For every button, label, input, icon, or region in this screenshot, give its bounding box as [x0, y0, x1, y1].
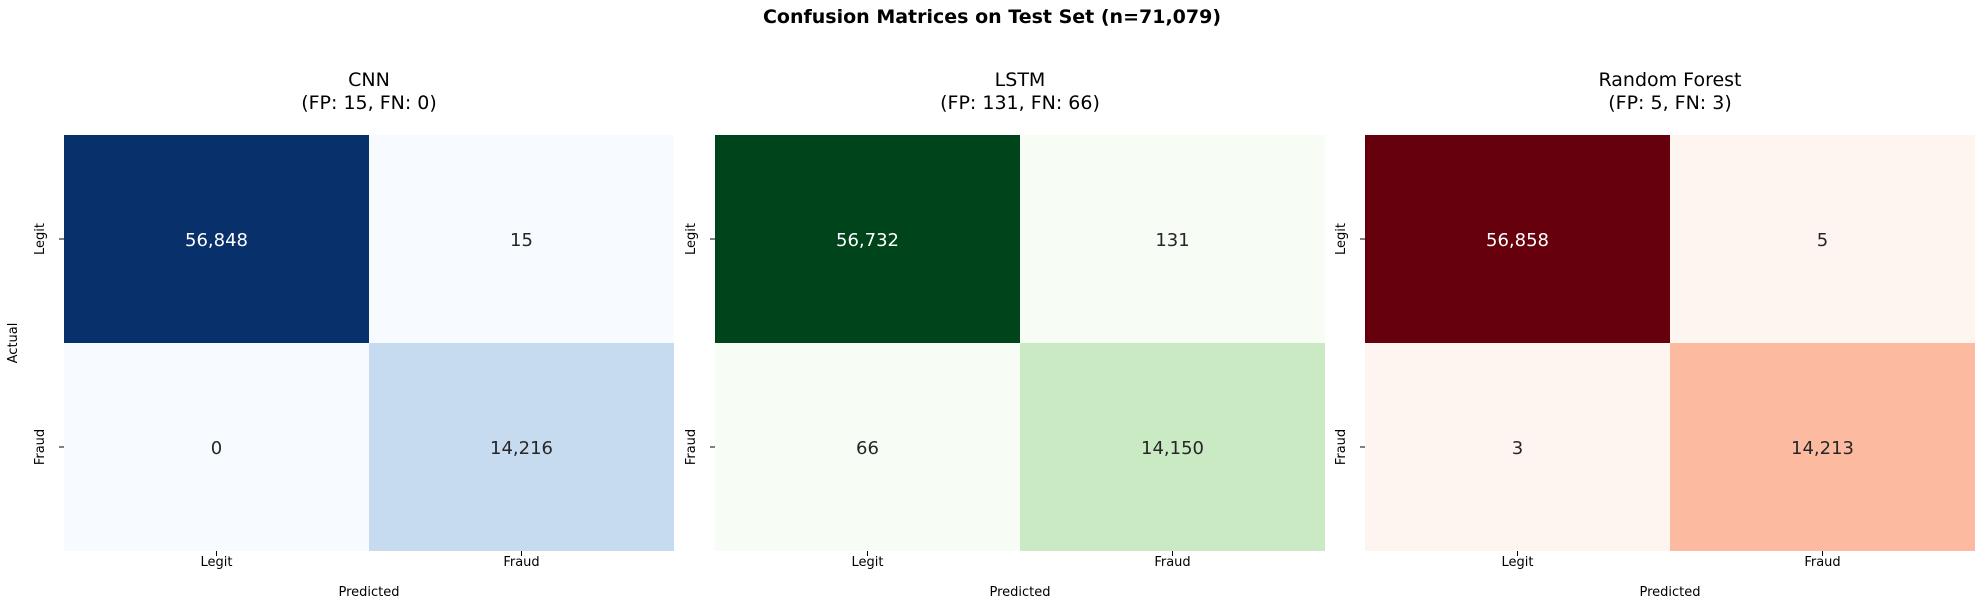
- x-tick-label: Fraud: [1154, 555, 1190, 570]
- y-tick-label: Legit: [684, 223, 699, 255]
- heatmap-cell-r1-c0: [1365, 343, 1670, 551]
- heatmap-cell-r1-c0: [715, 343, 1020, 551]
- heatmap-panel-1: CNN(FP: 15, FN: 0) 56,848 15 0 14,216 Legit Fr…: [6, 69, 674, 600]
- heatmap-cell-r1-c1: [1670, 343, 1975, 551]
- x-axis-label: Predicted: [989, 585, 1050, 600]
- x-axis-label: Predicted: [338, 585, 399, 600]
- cell-value-label: 14,213: [1791, 438, 1854, 459]
- panel-title-line-2: (FP: 15, FN: 0): [301, 92, 437, 114]
- x-tick-label: Legit: [1502, 555, 1534, 570]
- x-tick-label: Fraud: [1804, 555, 1840, 570]
- heatmap-cell-r0-c1: [1020, 135, 1325, 343]
- cell-value-label: 14,150: [1141, 438, 1204, 459]
- panel-title-line-1: Random Forest: [1598, 69, 1741, 91]
- heatmap-panel-3: Random Forest(FP: 5, FN: 3) 56,858 5 3 14,21…: [1334, 69, 1975, 600]
- y-axis-label: Actual: [6, 323, 21, 364]
- figure-suptitle: Confusion Matrices on Test Set (n=71,079…: [762, 6, 1222, 28]
- y-tick-label: Fraud: [33, 429, 48, 465]
- panel-title-line-2: (FP: 131, FN: 66): [940, 92, 1100, 114]
- heatmap-cell-r1-c0: [64, 343, 369, 551]
- cell-value-label: 5: [1817, 230, 1828, 251]
- x-tick-label: Legit: [852, 555, 884, 570]
- cell-value-label: 56,732: [836, 230, 899, 251]
- heatmap-panel-2: LSTM(FP: 131, FN: 66) 56,732 131 66 14,150 Le…: [684, 69, 1325, 600]
- y-tick-label: Fraud: [684, 429, 699, 465]
- heatmap-cell-r1-c1: [369, 343, 674, 551]
- heatmap-cell-r1-c1: [1020, 343, 1325, 551]
- x-tick-label: Legit: [201, 555, 233, 570]
- cell-value-label: 0: [211, 438, 222, 459]
- cell-value-label: 66: [856, 438, 879, 459]
- cell-value-label: 131: [1155, 230, 1189, 251]
- heatmap-cell-r0-c0: [715, 135, 1020, 343]
- panel-title-line-1: LSTM: [995, 69, 1046, 91]
- panel-title-line-2: (FP: 5, FN: 3): [1608, 92, 1732, 114]
- x-tick-label: Fraud: [503, 555, 539, 570]
- cell-value-label: 56,858: [1486, 230, 1549, 251]
- cell-value-label: 3: [1512, 438, 1523, 459]
- panel-title-line-1: CNN: [348, 69, 390, 91]
- heatmap-cell-r0-c1: [369, 135, 674, 343]
- cell-value-label: 14,216: [490, 438, 553, 459]
- heatmap-cell-r0-c0: [1365, 135, 1670, 343]
- cell-value-label: 56,848: [185, 230, 248, 251]
- cell-value-label: 15: [510, 230, 533, 251]
- heatmap-cell-r0-c1: [1670, 135, 1975, 343]
- x-axis-label: Predicted: [1639, 585, 1700, 600]
- y-tick-label: Legit: [33, 223, 48, 255]
- y-tick-label: Legit: [1334, 223, 1349, 255]
- y-tick-label: Fraud: [1334, 429, 1349, 465]
- heatmap-cell-r0-c0: [64, 135, 369, 343]
